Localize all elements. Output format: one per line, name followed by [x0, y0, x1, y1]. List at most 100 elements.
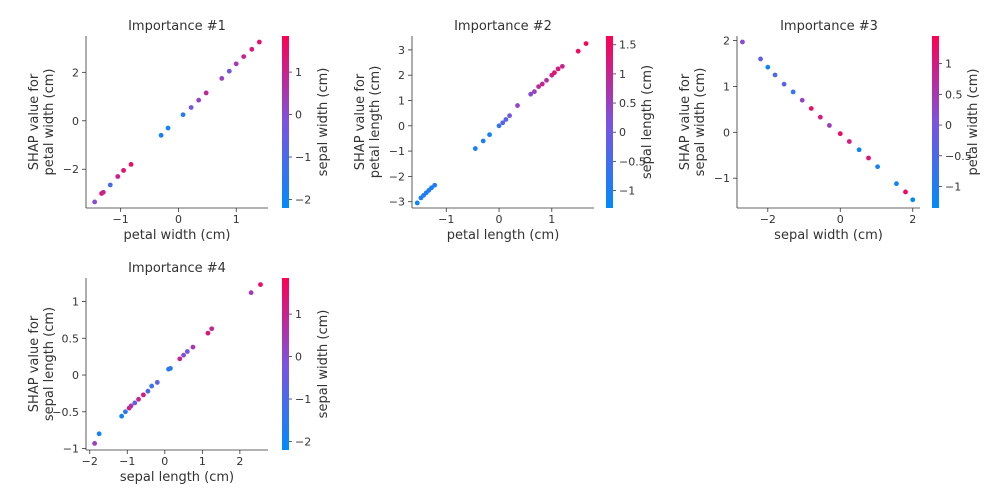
data-point	[107, 182, 113, 188]
data-point	[515, 103, 520, 108]
colorbar-label: sepal width (cm)	[316, 310, 331, 419]
data-point	[555, 66, 561, 72]
colorbar-tick-label: −2	[295, 436, 311, 449]
colorbar-tick-label: −0.5	[619, 155, 646, 168]
data-point	[168, 366, 173, 371]
data-point	[781, 81, 787, 87]
y-tick-label: −1	[714, 172, 730, 185]
colorbar-tick-label: 0.5	[945, 88, 963, 101]
x-axis-label: sepal length (cm)	[120, 470, 234, 485]
data-point	[846, 139, 852, 144]
x-axis-label: sepal width (cm)	[774, 228, 883, 243]
colorbar	[932, 36, 939, 208]
x-tick-label: −1	[113, 213, 129, 226]
chart-panel-2: Importance #2 −1 0 1 −3 −2 −1 0 1 2 3 petal length …	[353, 19, 655, 243]
data-point	[184, 349, 190, 354]
y-tick-label: −1	[63, 443, 79, 456]
data-point	[121, 168, 126, 173]
data-point	[875, 164, 881, 170]
data-point	[196, 97, 202, 103]
x-tick-label: −1	[438, 213, 454, 226]
colorbar-label: sepal length (cm)	[640, 65, 655, 179]
data-point	[219, 75, 225, 81]
data-point	[536, 84, 542, 89]
data-point	[827, 123, 832, 128]
data-point	[128, 403, 134, 409]
y-tick-label: 1	[723, 80, 730, 93]
data-point	[154, 379, 160, 385]
data-point	[256, 39, 262, 45]
data-point	[837, 131, 843, 137]
colorbar-tick-label: 0	[295, 351, 302, 364]
data-point	[808, 106, 814, 111]
data-point	[128, 161, 134, 167]
y-axis-label-line-1: SHAP value for	[27, 315, 42, 412]
data-point	[765, 64, 771, 70]
colorbar-tick-label: −0.5	[945, 150, 972, 163]
x-tick-label: 2	[236, 455, 243, 468]
data-point	[203, 90, 209, 96]
data-point	[503, 117, 509, 122]
colorbar	[606, 36, 613, 208]
x-tick-label: 0	[837, 213, 844, 226]
chart-title: Importance #2	[454, 19, 552, 34]
colorbar-tick-label: 0.5	[619, 97, 637, 110]
data-point	[165, 125, 171, 131]
data-point	[233, 61, 239, 67]
data-point	[528, 91, 534, 97]
y-tick-label: −2	[63, 163, 79, 176]
x-tick-label: 0	[175, 213, 182, 226]
data-point	[188, 105, 194, 110]
data-point	[758, 56, 763, 62]
y-tick-label: −1	[389, 145, 405, 158]
data-point	[414, 200, 420, 206]
data-point	[472, 146, 478, 151]
colorbar	[282, 36, 289, 208]
data-point	[539, 81, 545, 87]
colorbar-tick-label: 1	[295, 66, 302, 79]
y-tick-label: 2	[398, 69, 405, 82]
x-axis-label: petal length (cm)	[447, 228, 560, 243]
data-point	[158, 132, 164, 138]
colorbar-tick-label: 0	[295, 109, 302, 122]
data-point	[92, 199, 98, 205]
colorbar-tick-label: −1	[619, 185, 635, 198]
data-point	[149, 383, 155, 389]
colorbar	[282, 278, 289, 450]
y-axis-label-line-1: SHAP value for	[27, 73, 42, 170]
data-point	[136, 396, 141, 402]
x-tick-label: 1	[233, 213, 240, 226]
y-tick-label: 2	[72, 66, 79, 79]
data-point	[894, 181, 899, 187]
data-point	[141, 392, 146, 398]
colorbar-tick-label: 0	[619, 126, 626, 139]
colorbar-tick-label: −1	[295, 151, 311, 164]
data-point	[248, 290, 254, 296]
x-tick-label: 1	[548, 213, 555, 226]
y-tick-label: 0	[723, 126, 730, 139]
data-point	[856, 147, 862, 153]
data-point	[575, 48, 581, 54]
x-tick-label: −2	[82, 455, 98, 468]
data-point	[132, 400, 138, 406]
y-tick-label: 1	[398, 95, 405, 108]
x-tick-label: 0	[161, 455, 168, 468]
x-tick-label: −2	[760, 213, 776, 226]
colorbar-tick-label: −1	[295, 393, 311, 406]
data-point	[209, 326, 215, 332]
data-point	[772, 72, 778, 78]
data-point	[119, 413, 125, 419]
y-tick-label: 0	[72, 369, 79, 382]
data-point	[115, 174, 121, 179]
data-point	[258, 282, 263, 288]
data-point	[910, 197, 916, 203]
data-point	[487, 132, 492, 138]
data-point	[241, 54, 247, 59]
y-axis-label-line-2: petal width (cm)	[42, 69, 57, 176]
data-point	[432, 182, 438, 188]
data-point	[903, 189, 908, 195]
x-tick-label: 0	[496, 213, 503, 226]
y-axis-label-line-1: SHAP value for	[678, 73, 693, 170]
y-tick-label: −2	[389, 170, 405, 183]
